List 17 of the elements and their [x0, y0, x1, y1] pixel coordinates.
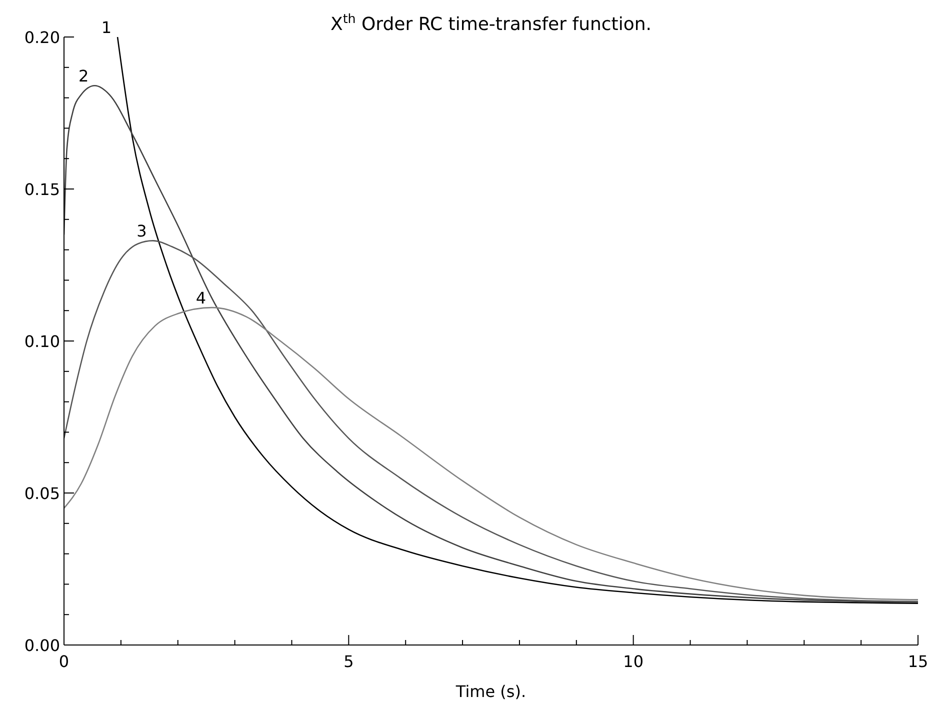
series-label: 4: [196, 288, 206, 308]
line-series: [64, 240, 918, 602]
y-tick-label: 0.15: [24, 180, 60, 199]
y-tick-label: 0.05: [24, 484, 60, 503]
x-axis-title: Time (s).: [454, 682, 526, 701]
series-label: 2: [78, 66, 89, 86]
chart-title: X$^{th}$ Order RC time-transfer function.: [330, 10, 652, 35]
y-tick-label: 0.20: [24, 28, 60, 47]
x-tick-label: 15: [908, 652, 928, 671]
x-tick-label: 5: [344, 652, 354, 671]
y-tick-label: 0.00: [24, 636, 60, 655]
series-label: 3: [136, 222, 147, 241]
x-tick-label: 10: [623, 652, 644, 671]
series-label: 1: [101, 18, 112, 37]
y-tick-label: 0.10: [24, 332, 60, 351]
line-series: [64, 306, 918, 600]
x-tick-label: 0: [58, 652, 70, 671]
